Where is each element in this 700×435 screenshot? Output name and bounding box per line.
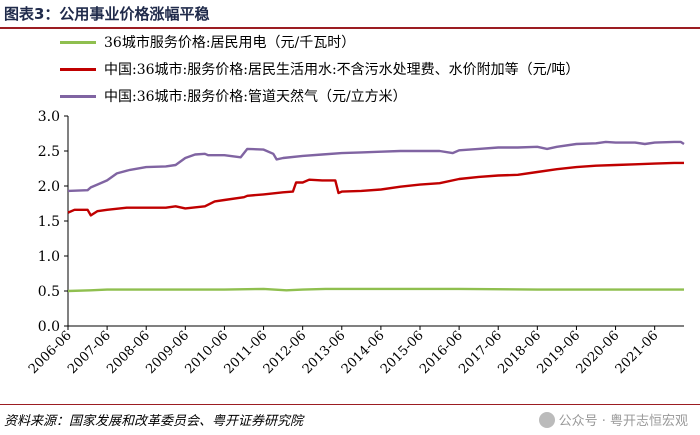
watermark: 公众号 · 粤开志恒宏观 bbox=[538, 410, 688, 429]
title-bar: 图表3：公用事业价格涨幅平稳 bbox=[0, 0, 700, 29]
series-line-electricity bbox=[67, 287, 684, 293]
x-tick-label: 2021-06 bbox=[613, 328, 662, 377]
y-tick-label: 1.5 bbox=[38, 214, 60, 230]
title-underline bbox=[0, 27, 700, 29]
y-tick-label: 0.5 bbox=[38, 284, 60, 300]
chart-legend: 36城市服务价格:居民用电（元/千瓦时） 中国:36城市:服务价格:居民生活用水… bbox=[60, 30, 690, 110]
legend-swatch-electricity bbox=[60, 41, 96, 44]
wechat-icon bbox=[538, 411, 555, 428]
legend-label-gas: 中国:36城市:服务价格:管道天然气（元/立方米） bbox=[104, 89, 407, 105]
line-chart: 0.00.51.01.52.02.53.02006-062007-062008-… bbox=[26, 109, 685, 377]
y-tick-label: 1.0 bbox=[38, 249, 60, 265]
y-tick-label: 2.5 bbox=[38, 144, 60, 160]
source-note: 资料来源：国家发展和改革委员会、粤开证券研究院 bbox=[4, 414, 304, 429]
y-tick-label: 3.0 bbox=[38, 109, 60, 125]
series-line-gas bbox=[67, 140, 685, 193]
y-tick-label: 0.0 bbox=[38, 319, 60, 335]
legend-label-water: 中国:36城市:服务价格:居民生活用水:不含污水处理费、水价附加等（元/吨） bbox=[104, 62, 580, 78]
legend-swatch-water bbox=[60, 68, 96, 71]
y-tick-label: 2.0 bbox=[38, 179, 60, 195]
legend-swatch-gas bbox=[60, 95, 96, 98]
legend-label-electricity: 36城市服务价格:居民用电（元/千瓦时） bbox=[104, 35, 356, 51]
series-line-water bbox=[67, 161, 684, 217]
watermark-text: 公众号 · 粤开志恒宏观 bbox=[558, 414, 688, 429]
footer-rule bbox=[0, 404, 700, 405]
chart-title: 图表3：公用事业价格涨幅平稳 bbox=[4, 5, 210, 23]
